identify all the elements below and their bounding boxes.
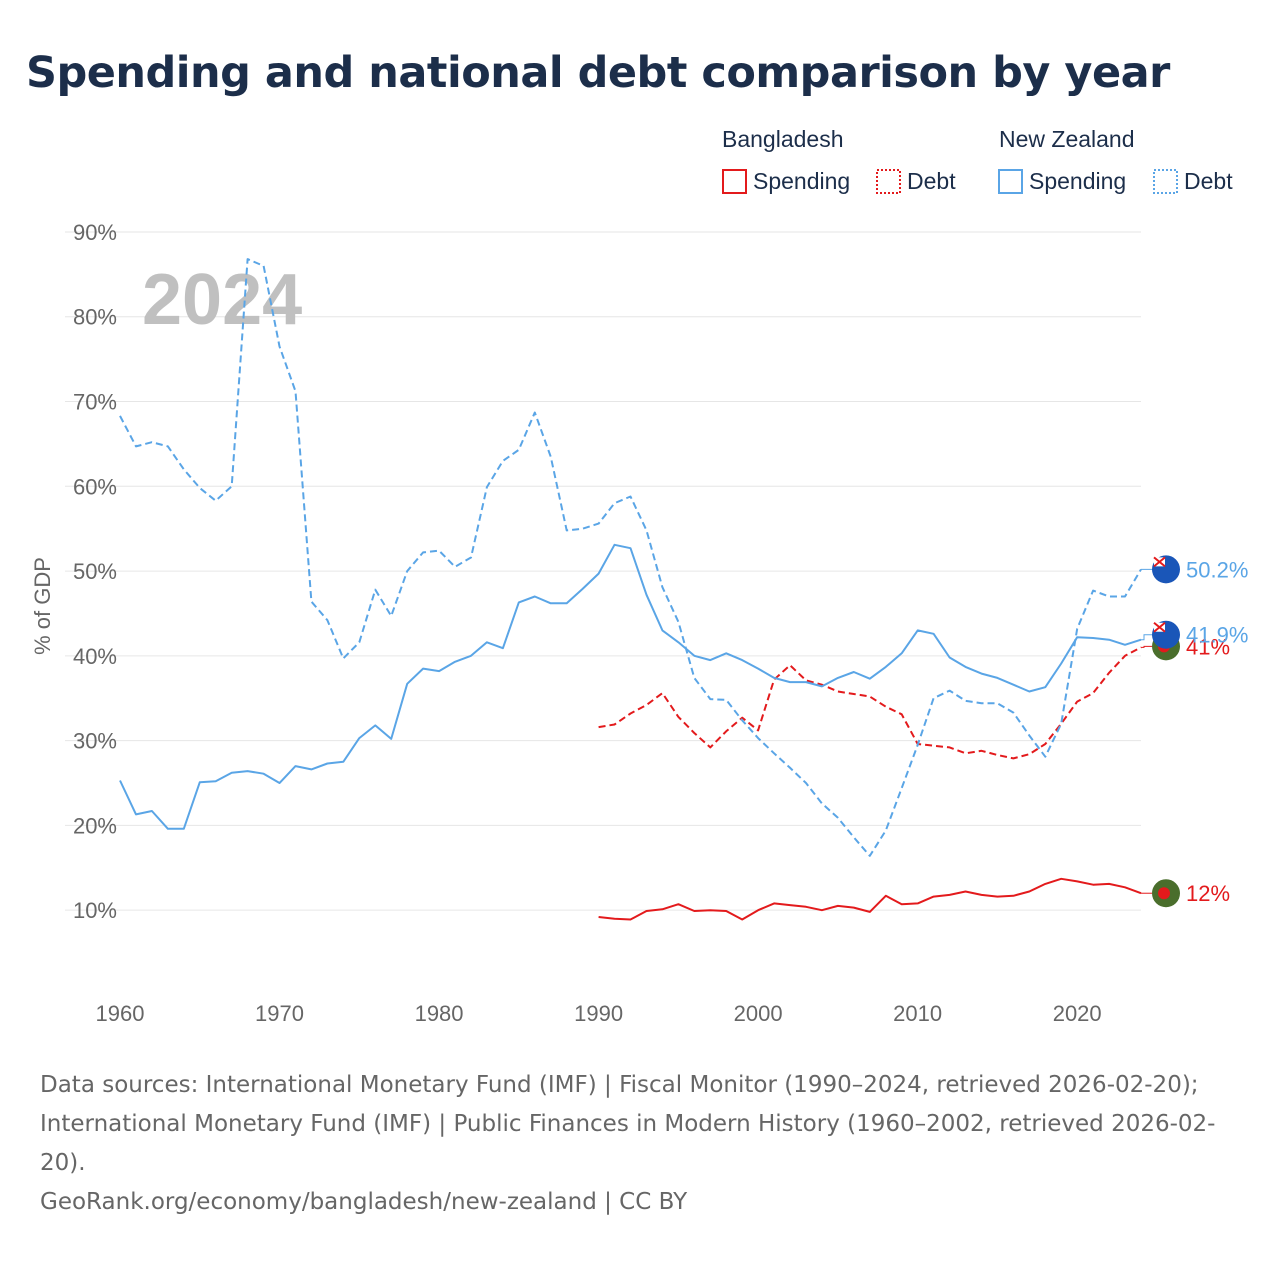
y-axis-ticks: 10% 20% 30% 40% 50% 60% 70% 80% 90% [73,220,117,923]
series-lines [119,258,1142,921]
legend-swatch-dotted-blue [1153,169,1178,194]
y-tick-label: 20% [73,813,117,838]
y-tick-label: 10% [73,898,117,923]
y-tick-label: 60% [73,474,117,499]
x-tick-label: 2000 [734,1001,783,1026]
y-tick-label: 50% [73,559,117,584]
legend-bd-spending[interactable]: Spending [722,168,850,194]
data-sources-note: Data sources: International Monetary Fun… [40,1072,1216,1176]
x-axis-ticks: 1960 1970 1980 1990 2000 2010 2020 [96,1001,1102,1026]
end-value-label: 41% [1186,634,1230,659]
chart-canvas: 10% 20% 30% 40% 50% 60% 70% 80% 90% 1960 1970 1980… [30,126,1248,1026]
end-connector [1141,645,1152,648]
end-value-label: 41.9% [1186,623,1248,648]
legend-nz-spending[interactable]: Spending [998,168,1126,194]
series-line-bangladesh-spending[interactable] [598,877,1142,921]
legend-label: Debt [1184,168,1233,194]
y-tick-label: 40% [73,644,117,669]
series-line-bangladesh-debt[interactable] [598,646,1142,760]
flag-disc [1158,887,1170,900]
legend-label: Spending [753,168,850,194]
legend-new-zealand-heading: New Zealand [999,126,1135,152]
x-tick-label: 2020 [1053,1001,1102,1026]
y-tick-label: 90% [73,220,117,245]
x-tick-label: 1980 [415,1001,464,1026]
series-line-new-zealand-debt[interactable] [119,258,1142,857]
legend-swatch-solid-red [722,169,747,194]
series-line-new-zealand-spending[interactable] [119,543,1142,830]
legend: Bangladesh New Zealand Spending Debt Spe… [722,126,1233,194]
end-connector [1141,634,1152,641]
y-tick-label: 30% [73,729,117,754]
end-value-label: 50.2% [1186,557,1248,582]
x-tick-label: 2010 [893,1001,942,1026]
end-value-label: 12% [1186,881,1230,906]
y-tick-label: 80% [73,305,117,330]
y-tick-label: 70% [73,390,117,415]
flag-cross [1153,621,1166,633]
end-markers: 12% 41%41.9% 50.2% [1141,555,1248,908]
x-tick-label: 1960 [96,1001,145,1026]
y-axis-label: % of GDP [30,557,55,655]
legend-nz-debt[interactable]: Debt [1153,168,1233,194]
chart-title: Spending and national debt comparison by… [26,48,1170,98]
legend-label: Spending [1029,168,1126,194]
legend-label: Debt [907,168,956,194]
credit-link[interactable]: GeoRank.org/economy/bangladesh/new-zeala… [40,1189,688,1215]
legend-swatch-solid-blue [998,169,1023,194]
legend-bangladesh-heading: Bangladesh [722,126,844,152]
x-tick-label: 1970 [255,1001,304,1026]
flag-cross [1153,556,1166,568]
x-tick-label: 1990 [574,1001,623,1026]
legend-bd-debt[interactable]: Debt [876,168,956,194]
year-watermark: 2024 [142,260,302,340]
legend-swatch-dotted-red [876,169,901,194]
